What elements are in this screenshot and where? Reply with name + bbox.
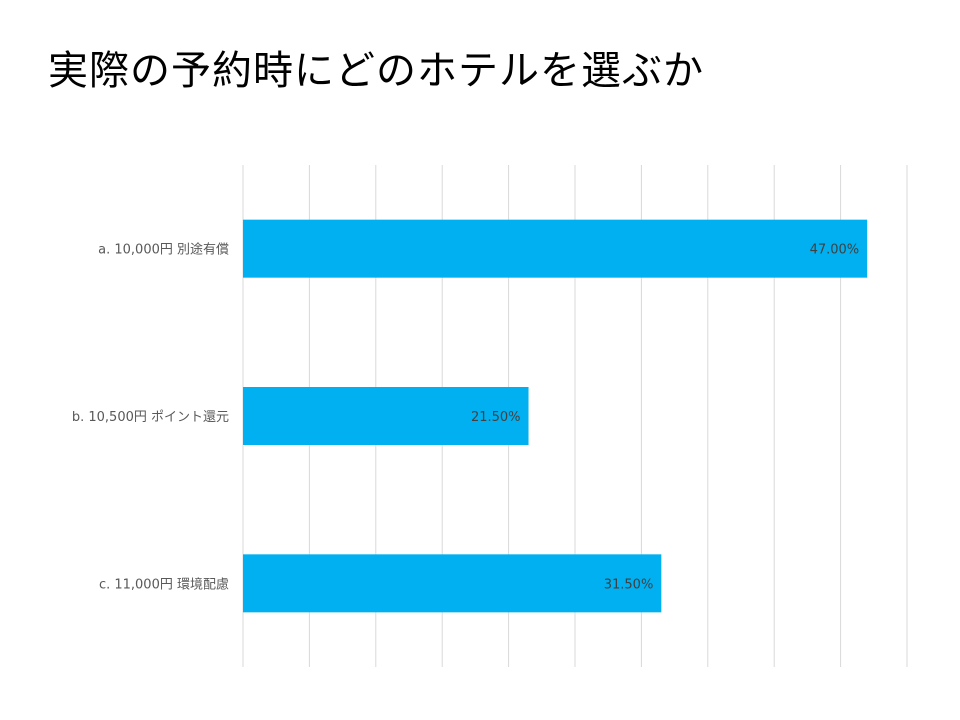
slide-title: 実際の予約時にどのホテルを選ぶか: [48, 48, 704, 94]
bar: [243, 219, 868, 278]
data-label: 21.50%: [471, 410, 521, 425]
category-label: a. 10,000円 別途有償: [98, 242, 229, 258]
category-label: b. 10,500円 ポイント還元: [72, 410, 229, 425]
category-label: c. 11,000円 環境配慮: [99, 577, 229, 592]
bars: [243, 219, 868, 613]
data-label: 47.00%: [810, 243, 860, 258]
data-label: 31.50%: [604, 577, 654, 592]
bar: [243, 554, 662, 613]
labels: a. 10,000円 別途有償 47.00% b. 10,500円 ポイント還元 21…: [72, 242, 859, 593]
bar: [243, 387, 529, 445]
